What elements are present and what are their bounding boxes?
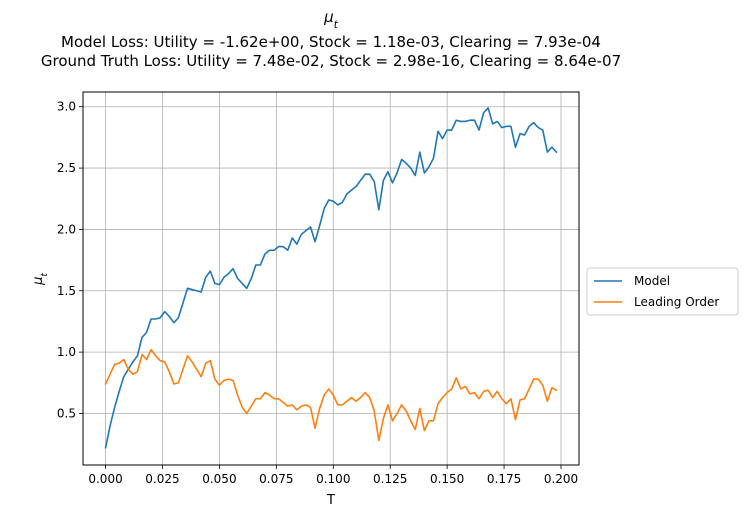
x-tick-label: 0.100 — [316, 472, 350, 486]
legend-box — [586, 267, 739, 316]
chart-subtitle-model-loss: Model Loss: Utility = -1.62e+00, Stock =… — [61, 33, 601, 51]
legend-label-leading-order: Leading Order — [634, 295, 719, 309]
chart-subtitle-ground-truth-loss: Ground Truth Loss: Utility = 7.48e-02, S… — [41, 52, 621, 70]
x-tick-label: 0.175 — [487, 472, 521, 486]
y-axis-label: μt — [31, 273, 50, 286]
grid — [83, 92, 579, 465]
y-tick-label: 2.0 — [57, 222, 76, 236]
plot-area: 0.000 0.025 0.050 0.075 0.100 0.125 0.150 0.175… — [57, 91, 580, 486]
x-tick-label: 0.000 — [88, 472, 122, 486]
x-axis: 0.000 0.025 0.050 0.075 0.100 0.125 0.150 0.175… — [88, 465, 578, 486]
x-tick-label: 0.050 — [202, 472, 236, 486]
series-layer — [104, 107, 558, 449]
x-tick-label: 0.075 — [259, 472, 293, 486]
y-tick-label: 1.5 — [57, 284, 76, 298]
series-line-leading-order — [104, 348, 558, 442]
y-tick-label: 1.0 — [57, 345, 76, 359]
x-tick-label: 0.200 — [544, 472, 578, 486]
x-tick-label: 0.150 — [430, 472, 464, 486]
y-tick-label: 2.5 — [57, 161, 76, 175]
y-tick-label: 0.5 — [57, 406, 76, 420]
series-line-model — [104, 107, 558, 449]
plot-frame — [82, 91, 580, 466]
x-axis-label: T — [326, 493, 335, 508]
y-axis: 0.5 1.0 1.5 2.0 2.5 3.0 — [57, 100, 83, 420]
chart-title: μt — [323, 8, 339, 31]
x-tick-label: 0.125 — [373, 472, 407, 486]
legend: Model Leading Order — [586, 267, 739, 316]
x-tick-label: 0.025 — [145, 472, 179, 486]
legend-label-model: Model — [634, 274, 670, 288]
y-tick-label: 3.0 — [57, 100, 76, 114]
